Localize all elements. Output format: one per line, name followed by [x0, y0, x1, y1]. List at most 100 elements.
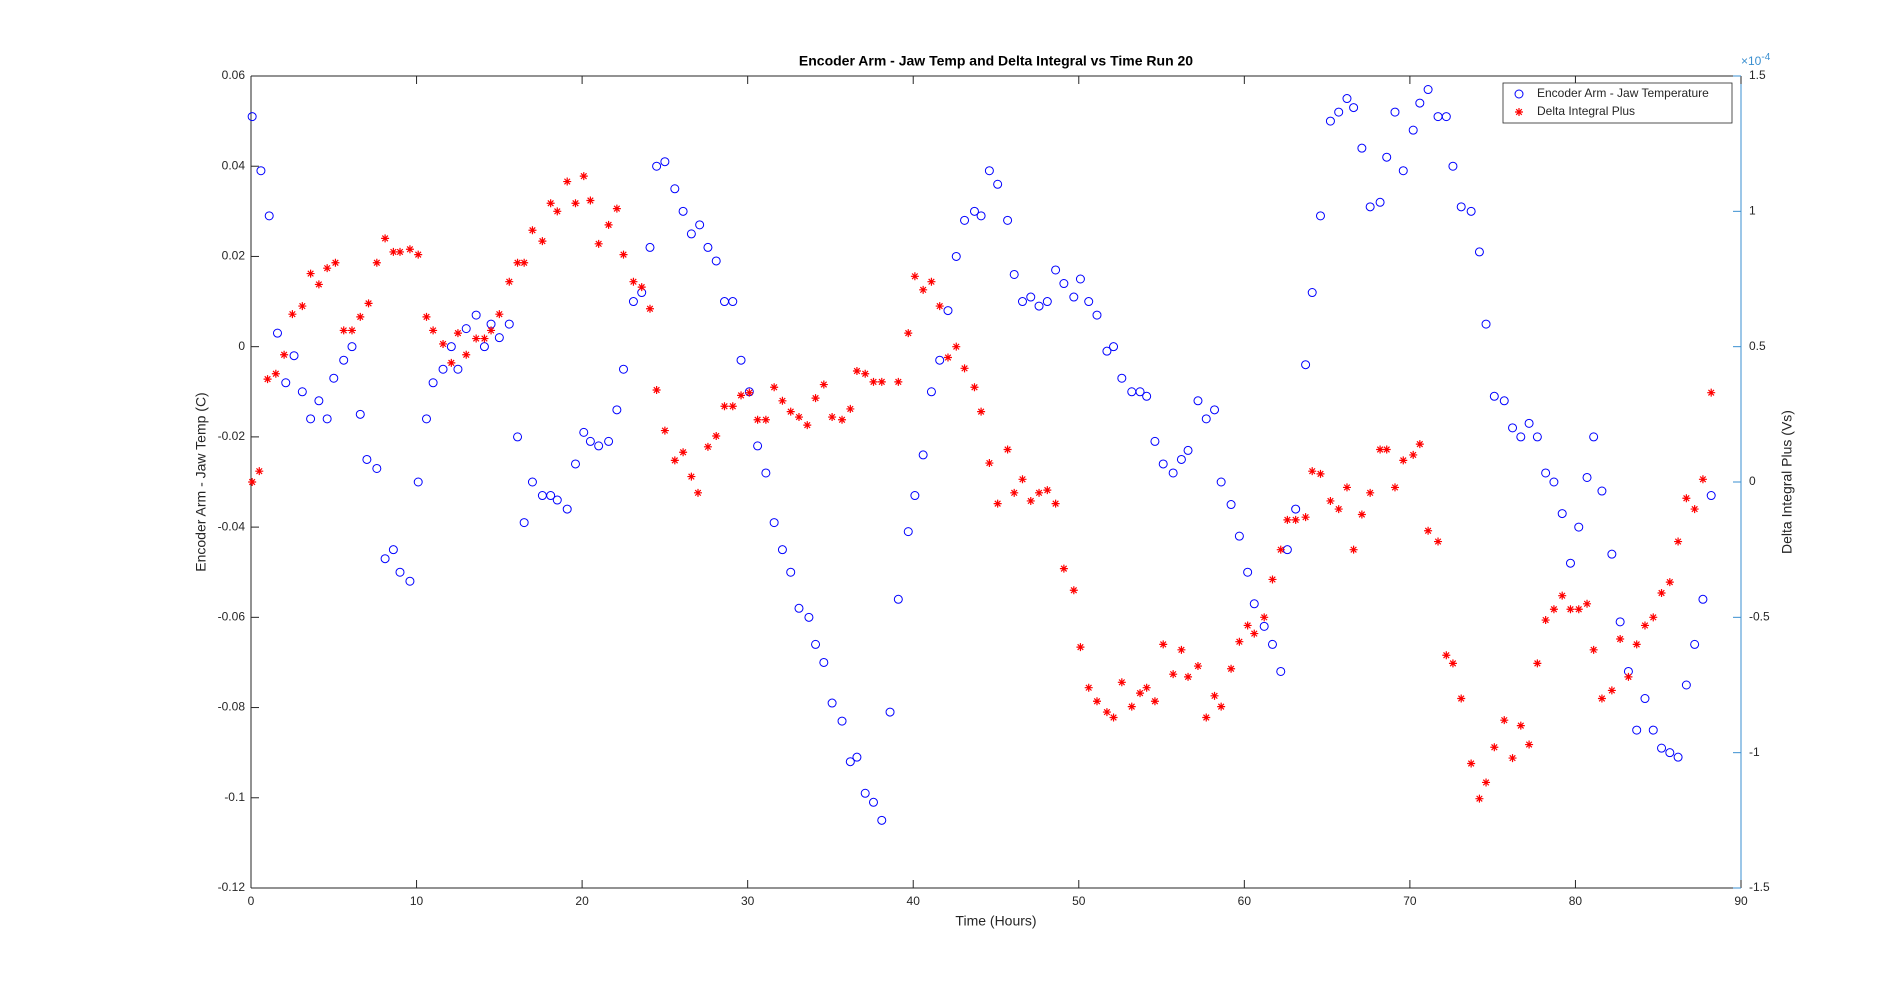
- marker-asterisk: [1366, 488, 1375, 497]
- marker-asterisk: [480, 334, 489, 343]
- marker-circle: [281, 378, 291, 388]
- y2-tick-label: 1.5: [1749, 68, 1766, 82]
- marker-asterisk: [1102, 708, 1111, 717]
- marker-circle: [1042, 297, 1052, 307]
- marker-circle: [1026, 292, 1036, 302]
- marker-circle: [339, 355, 349, 365]
- marker-circle: [1142, 391, 1152, 401]
- marker-asterisk: [1268, 575, 1277, 584]
- marker-asterisk: [1349, 545, 1358, 554]
- marker-circle: [1092, 310, 1102, 320]
- marker-asterisk: [1409, 450, 1418, 459]
- marker-asterisk: [1276, 545, 1285, 554]
- marker-asterisk: [660, 426, 669, 435]
- marker-asterisk: [952, 342, 961, 351]
- marker-circle: [306, 414, 316, 424]
- marker-asterisk: [838, 415, 847, 424]
- marker-asterisk: [737, 391, 746, 400]
- marker-asterisk: [728, 402, 737, 411]
- marker-asterisk: [1316, 469, 1325, 478]
- marker-asterisk: [803, 421, 812, 430]
- marker-circle: [1003, 215, 1013, 225]
- marker-circle: [652, 161, 662, 171]
- marker-asterisk: [505, 277, 514, 286]
- marker-asterisk: [1227, 664, 1236, 673]
- marker-asterisk: [1210, 691, 1219, 700]
- marker-circle: [1193, 396, 1203, 406]
- marker-circle: [695, 220, 705, 230]
- marker-circle: [1648, 725, 1658, 735]
- marker-circle: [1276, 666, 1286, 676]
- marker-circle: [380, 554, 390, 564]
- marker-asterisk: [1308, 467, 1317, 476]
- marker-circle: [935, 355, 945, 365]
- x-tick-label: 40: [907, 894, 921, 908]
- marker-circle: [1109, 342, 1119, 352]
- marker-circle: [479, 342, 489, 352]
- marker-asterisk: [1035, 488, 1044, 497]
- marker-asterisk: [919, 285, 928, 294]
- marker-asterisk: [323, 264, 332, 273]
- marker-asterisk: [670, 456, 679, 465]
- marker-circle: [1069, 292, 1079, 302]
- marker-circle: [1408, 125, 1418, 135]
- marker-circle: [728, 297, 738, 307]
- marker-circle: [1243, 567, 1253, 577]
- marker-asterisk: [970, 383, 979, 392]
- marker-circle: [794, 603, 804, 613]
- marker-asterisk: [520, 258, 529, 267]
- marker-asterisk: [786, 407, 795, 416]
- marker-asterisk: [1390, 483, 1399, 492]
- marker-asterisk: [904, 329, 913, 338]
- marker-asterisk: [1690, 505, 1699, 514]
- marker-circle: [388, 545, 398, 555]
- marker-asterisk: [935, 302, 944, 311]
- marker-circle: [628, 297, 638, 307]
- marker-circle: [1549, 477, 1559, 487]
- marker-circle: [1706, 491, 1716, 501]
- marker-circle: [504, 319, 514, 329]
- marker-asterisk: [1490, 743, 1499, 752]
- y-tick-label: 0.04: [222, 158, 246, 172]
- marker-circle: [1075, 274, 1085, 284]
- y-axis-label: Encoder Arm - Jaw Temp (C): [193, 392, 209, 571]
- marker-asterisk: [1184, 672, 1193, 681]
- marker-circle: [494, 333, 504, 343]
- marker-asterisk: [1399, 456, 1408, 465]
- marker-circle: [471, 310, 481, 320]
- marker-circle: [1466, 206, 1476, 216]
- marker-circle: [1456, 202, 1466, 212]
- marker-asterisk: [1448, 659, 1457, 668]
- marker-asterisk: [422, 312, 431, 321]
- marker-circle: [885, 707, 895, 717]
- marker-asterisk: [1467, 759, 1476, 768]
- marker-circle: [314, 396, 324, 406]
- y2-tick-label: -1: [1749, 745, 1760, 759]
- marker-asterisk: [811, 394, 820, 403]
- marker-circle: [1632, 725, 1642, 735]
- marker-circle: [1226, 500, 1236, 510]
- marker-circle: [1607, 549, 1617, 559]
- marker-asterisk: [1357, 510, 1366, 519]
- marker-asterisk: [619, 250, 628, 259]
- marker-asterisk: [1018, 475, 1027, 484]
- marker-asterisk: [1541, 616, 1550, 625]
- marker-asterisk: [1482, 778, 1491, 787]
- marker-circle: [413, 477, 423, 487]
- marker-circle: [1532, 432, 1542, 442]
- marker-asterisk: [828, 413, 837, 422]
- marker-asterisk: [652, 385, 661, 394]
- marker-circle: [1201, 414, 1211, 424]
- marker-asterisk: [852, 367, 861, 376]
- marker-circle: [804, 612, 814, 622]
- marker-circle: [1524, 418, 1534, 428]
- marker-asterisk: [1682, 494, 1691, 503]
- marker-asterisk: [1657, 588, 1666, 597]
- marker-asterisk: [712, 431, 721, 440]
- marker-circle: [562, 504, 572, 514]
- marker-asterisk: [1632, 640, 1641, 649]
- marker-asterisk: [1549, 605, 1558, 614]
- marker-asterisk: [1159, 640, 1168, 649]
- marker-asterisk: [1457, 694, 1466, 703]
- marker-asterisk: [861, 369, 870, 378]
